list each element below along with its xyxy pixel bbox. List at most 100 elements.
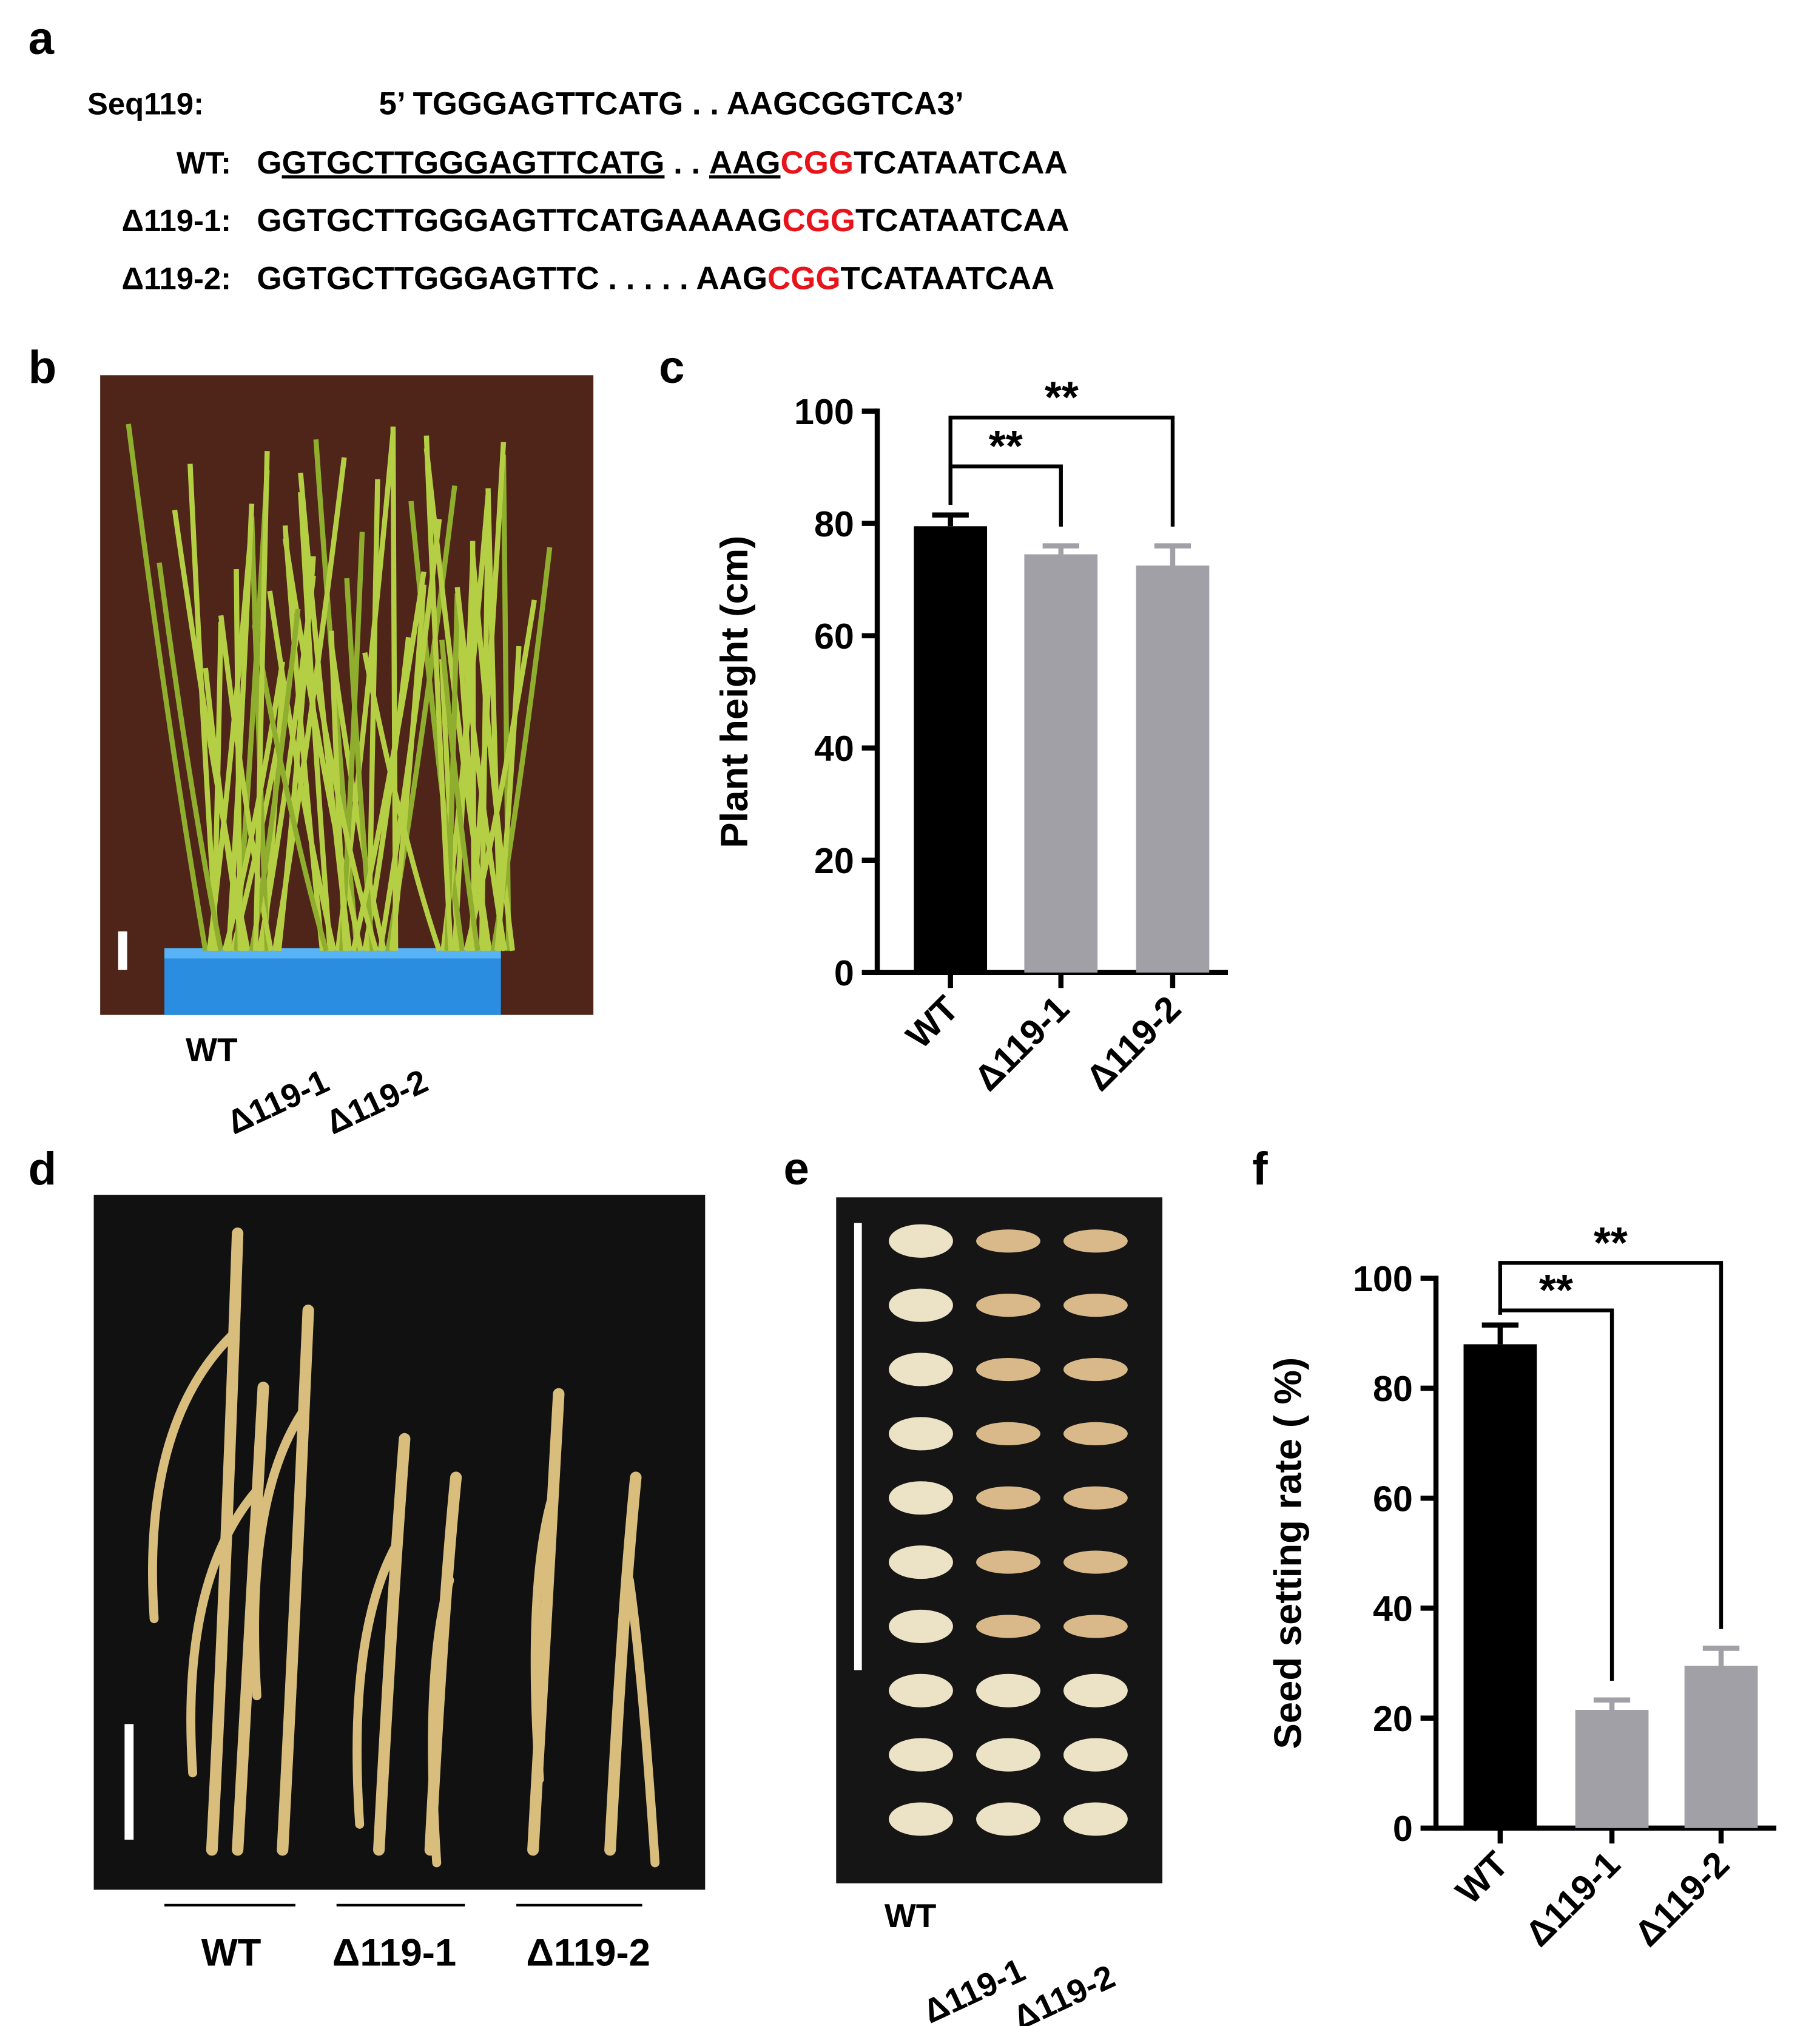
bar xyxy=(914,526,988,973)
sequence-segment: AAG xyxy=(709,145,781,181)
seed xyxy=(976,1229,1040,1253)
sequence-segment: G xyxy=(257,145,281,181)
significance-bracket xyxy=(948,416,1175,527)
seed xyxy=(1063,1615,1128,1638)
sequence-segment: GGTGCTTGGGAGTTC . . . . . AAG xyxy=(257,260,767,296)
panel-letter: f xyxy=(1252,1143,1268,1195)
sequence-segment: TCATAATCAA xyxy=(841,260,1055,296)
seed xyxy=(1063,1422,1128,1445)
panel-letter: a xyxy=(29,13,55,64)
y-tick-label: 20 xyxy=(814,840,854,881)
error-bar xyxy=(1593,1697,1631,1710)
seed xyxy=(889,1738,953,1772)
x-tick-label: Δ119-2 xyxy=(1626,1843,1737,1954)
sequence-segment: CGG xyxy=(781,145,854,181)
photo-label: Δ119-2 xyxy=(320,1062,433,1141)
y-tick-label: 40 xyxy=(814,728,854,769)
sequence-label: Δ119-2: xyxy=(122,261,232,295)
seed xyxy=(889,1224,953,1258)
branch xyxy=(428,1575,454,1868)
y-tick-label: 80 xyxy=(814,504,854,544)
panicle xyxy=(232,1382,269,1856)
seed xyxy=(976,1615,1040,1638)
seed xyxy=(1063,1357,1128,1382)
y-tick-label: 100 xyxy=(1353,1258,1413,1299)
branch xyxy=(352,1537,403,1829)
photo-d xyxy=(93,1195,706,1906)
leaf xyxy=(344,578,376,951)
sequence-segment: CGG xyxy=(782,203,855,238)
x-tick-label: WT xyxy=(1448,1843,1516,1912)
photo-label: Δ119-2 xyxy=(526,1931,650,1974)
leaf xyxy=(454,587,508,951)
seed xyxy=(976,1673,1040,1707)
error-bar xyxy=(1702,1646,1740,1666)
error-bar xyxy=(1042,543,1079,555)
y-axis-label: Plant height (cm) xyxy=(713,536,756,848)
leaf xyxy=(157,562,224,951)
significance-label: ** xyxy=(1594,1219,1628,1268)
error-bar xyxy=(1154,543,1191,566)
leaf xyxy=(226,503,255,951)
seed xyxy=(976,1550,1040,1574)
y-axis-label: Seed setting rate ( %) xyxy=(1267,1357,1310,1749)
seed xyxy=(889,1352,953,1386)
bar xyxy=(1684,1666,1758,1828)
y-tick-label: 100 xyxy=(794,391,854,432)
leaf xyxy=(423,435,454,951)
panel-letter: d xyxy=(29,1143,57,1195)
leaf xyxy=(187,464,220,951)
panel-letter: c xyxy=(659,342,684,393)
photo-label: WT xyxy=(885,1897,937,1934)
y-tick-label: 0 xyxy=(834,953,854,993)
sequence-segment: TCATAATCAA xyxy=(855,203,1070,238)
x-tick-label: WT xyxy=(898,988,966,1056)
y-tick-label: 0 xyxy=(1393,1808,1413,1849)
y-tick-label: 40 xyxy=(1373,1589,1413,1629)
branch xyxy=(186,1485,261,1778)
leaf xyxy=(408,501,465,951)
leaf xyxy=(390,427,399,951)
seed xyxy=(889,1802,953,1836)
error-bar xyxy=(1481,1322,1518,1345)
bar xyxy=(1463,1344,1537,1828)
y-tick-label: 80 xyxy=(1373,1368,1413,1409)
significance-label: ** xyxy=(1045,374,1079,422)
photo-b xyxy=(100,375,594,1015)
y-tick-label: 60 xyxy=(1373,1478,1413,1519)
panicle xyxy=(277,1305,314,1856)
seed xyxy=(889,1288,953,1322)
seed xyxy=(1063,1294,1128,1317)
leaf xyxy=(218,615,274,951)
leaf xyxy=(298,491,333,951)
branch xyxy=(624,1575,660,1868)
seed xyxy=(1063,1802,1128,1836)
leaf xyxy=(470,541,477,951)
significance-label: ** xyxy=(1539,1266,1573,1315)
sequence-segment: GTGCTTGGGAGTTCATG xyxy=(282,145,665,181)
leaf xyxy=(313,677,379,952)
photo-label: WT xyxy=(186,1031,238,1069)
bar xyxy=(1024,554,1098,973)
panel-letter: b xyxy=(29,342,57,393)
leaf xyxy=(500,454,511,951)
significance-bracket xyxy=(948,464,1063,527)
seed xyxy=(976,1357,1040,1382)
leaf xyxy=(282,525,325,951)
sequence-segment: . . xyxy=(664,145,709,181)
significance-label: ** xyxy=(989,422,1023,471)
panel-letter: e xyxy=(783,1143,809,1195)
sequence-segment: CGG xyxy=(767,260,841,296)
sequence-label: Seq119: xyxy=(87,87,204,121)
leaf xyxy=(253,451,270,951)
sequence: 5’ TGGGAGTTCATG . . AAGCGGTCA3’ xyxy=(379,86,964,122)
seed xyxy=(976,1486,1040,1510)
x-tick-label: Δ119-1 xyxy=(966,988,1077,1098)
sequence-segment: TCATAATCAA xyxy=(854,145,1068,181)
photo-e xyxy=(836,1197,1163,1883)
leaf xyxy=(351,571,426,951)
sequence-segment: GGTGCTTGGGAGTTCATGAAAAG xyxy=(257,203,782,238)
seed xyxy=(976,1738,1040,1772)
